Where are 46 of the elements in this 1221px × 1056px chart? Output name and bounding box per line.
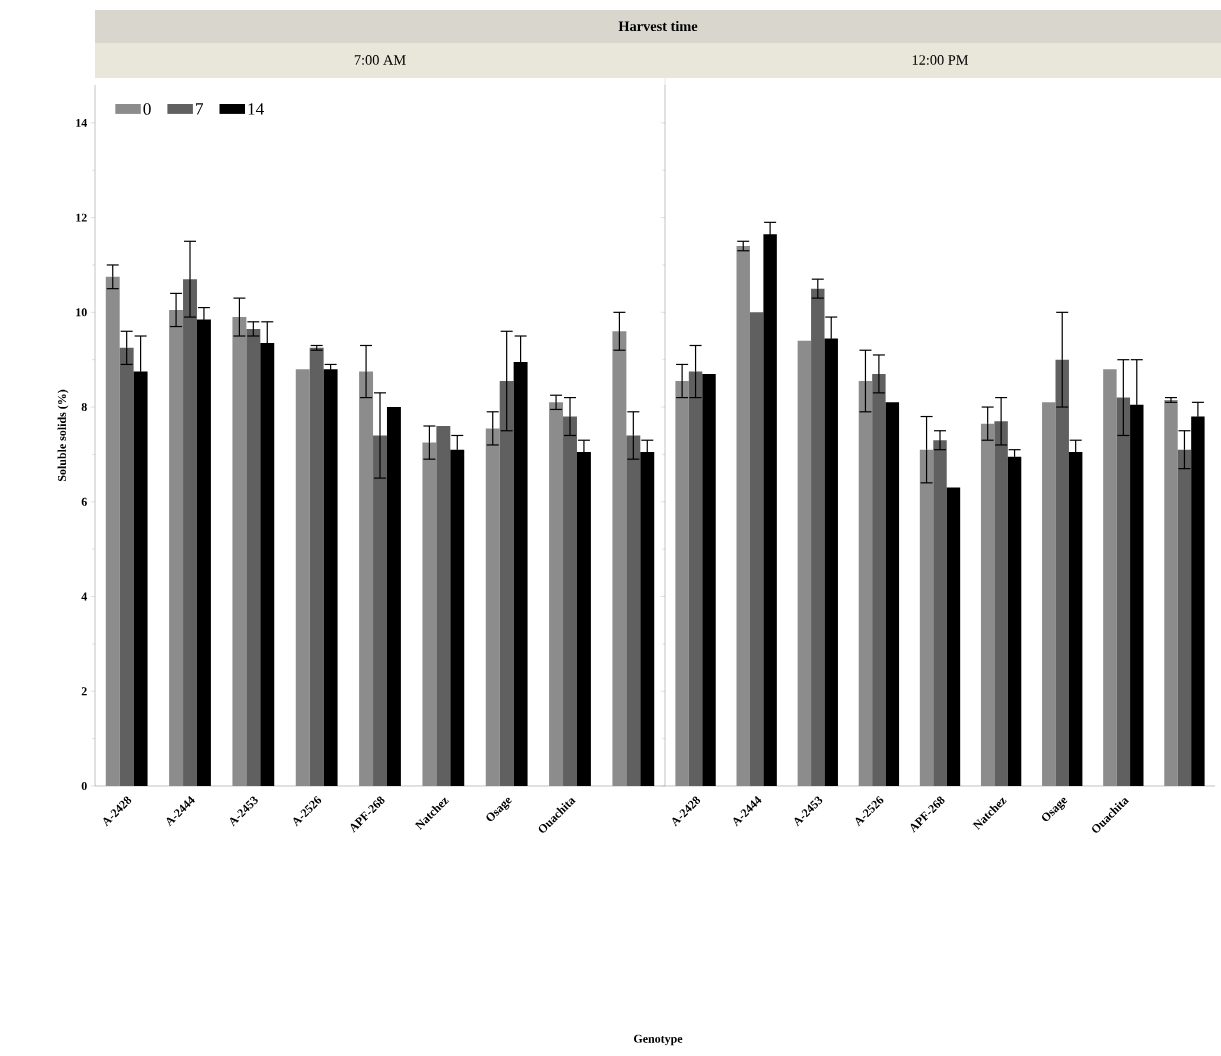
bar <box>1007 456 1022 786</box>
y-tick-label: 2 <box>81 687 87 696</box>
bar <box>196 319 211 786</box>
chart-title: 12:00 PM <box>912 55 969 65</box>
legend-label: 14 <box>248 103 264 115</box>
y-tick-label: 14 <box>76 118 88 127</box>
bar <box>797 340 812 786</box>
bar <box>422 442 437 786</box>
bar <box>946 487 961 786</box>
bar <box>232 317 247 786</box>
bar <box>1042 402 1056 786</box>
bar <box>980 423 995 786</box>
bar <box>1103 369 1117 786</box>
bar <box>763 234 777 786</box>
bar <box>133 371 148 786</box>
y-axis-title: Soluble solids (%) <box>57 389 69 482</box>
x-axis-title: Genotype <box>634 1034 683 1046</box>
bar <box>919 449 934 786</box>
bar <box>260 343 275 786</box>
text: Harvest time <box>618 20 698 32</box>
bar <box>105 276 120 786</box>
bar <box>1068 452 1083 786</box>
bar <box>675 381 689 786</box>
bar <box>359 371 374 786</box>
bar <box>1164 399 1178 786</box>
chart-title: 7:00 AM <box>354 55 406 65</box>
y-tick-label: 0 <box>81 781 87 791</box>
bar <box>323 369 338 786</box>
bar <box>485 428 500 786</box>
legend-label: 0 <box>143 103 151 115</box>
bar <box>858 381 873 786</box>
bar <box>549 402 564 786</box>
y-tick-label: 8 <box>81 403 87 412</box>
bar <box>612 331 627 786</box>
legend-label: 7 <box>196 103 204 115</box>
y-tick-label: 12 <box>76 213 87 222</box>
bar <box>169 309 184 786</box>
y-tick-label: 4 <box>81 592 88 601</box>
bar <box>295 369 310 786</box>
y-tick-label: 6 <box>81 497 87 506</box>
bar <box>450 449 465 786</box>
bar <box>885 402 900 786</box>
y-tick-label: 10 <box>76 308 87 317</box>
bar <box>736 246 750 786</box>
bar <box>576 452 591 786</box>
bar <box>824 338 838 786</box>
